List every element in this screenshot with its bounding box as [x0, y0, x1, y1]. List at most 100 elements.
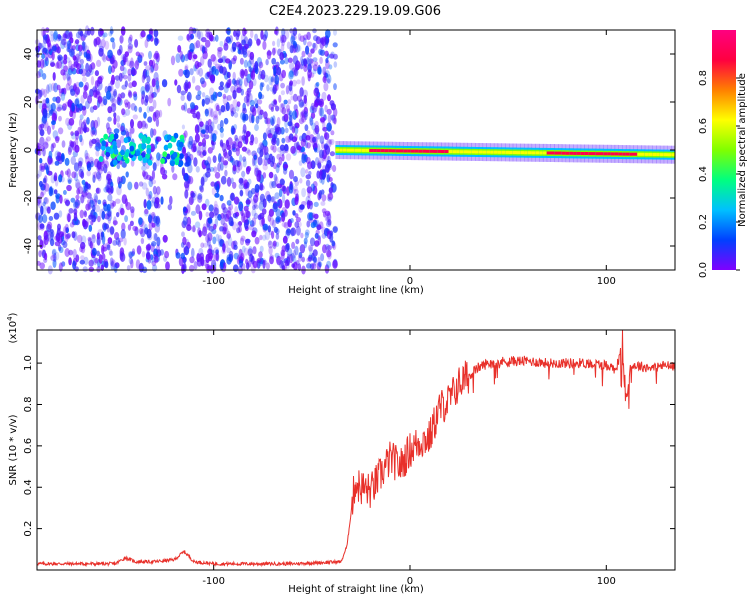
spectrogram-noise-cell [319, 116, 326, 123]
spectrogram-noise-cell [190, 108, 196, 115]
spectrogram-noise-cell [116, 115, 121, 123]
spectrogram-noise-cell [319, 135, 325, 144]
spectrogram-noise-cell [278, 188, 283, 198]
spectrogram-noise-cell [119, 64, 125, 72]
spectrogram-noise-cell [84, 149, 88, 160]
spectrogram-carrier-core [584, 152, 589, 155]
spectrogram-burst-cell [170, 160, 176, 167]
spectrogram-noise-cell [183, 130, 188, 138]
spectrogram-noise-cell [208, 252, 214, 259]
spectrogram-noise-cell [114, 262, 120, 269]
spectrogram-noise-cell [127, 224, 132, 231]
spectrogram-noise-cell [233, 30, 237, 37]
spectrogram-noise-cell [291, 79, 297, 87]
spectrogram-noise-cell [281, 153, 285, 162]
spectrogram-noise-cell [92, 174, 96, 183]
spectrogram-carrier-core [614, 152, 619, 156]
spectrogram-noise-cell [261, 216, 265, 227]
spectrogram-noise-cell [271, 118, 275, 127]
spectrogram-noise-cell [58, 246, 64, 253]
spectrogram-noise-cell [248, 66, 252, 73]
spectrogram-noise-cell [210, 181, 216, 187]
spectrogram-noise-cell [127, 91, 133, 98]
spectrogram-noise-cell [292, 210, 296, 216]
spectrogram-noise-cell [329, 233, 334, 243]
spectrogram-noise-cell [216, 104, 220, 112]
spectrogram-noise-cell [292, 93, 298, 102]
spectrogram-noise-cell [210, 54, 216, 62]
spectrogram-noise-cell [61, 140, 66, 148]
spectrogram-noise-cell [182, 146, 187, 154]
spectrogram-noise-cell [40, 27, 46, 37]
spectrogram-noise-cell [43, 197, 48, 204]
spectrogram-noise-cell [262, 223, 269, 231]
spectrogram-noise-cell [109, 26, 114, 36]
spectrogram-noise-cell [291, 263, 296, 268]
spectrogram-noise-cell [73, 201, 77, 212]
spectrogram-noise-cell [188, 26, 194, 36]
spectrogram-noise-cell [282, 185, 287, 193]
spectrogram-noise-cell [325, 57, 329, 64]
spectrogram-noise-cell [322, 120, 326, 131]
spectrogram-noise-cell [51, 249, 57, 259]
spectrogram-noise-cell [271, 155, 275, 165]
spectrogram-noise-cell [201, 138, 207, 147]
spectrogram-noise-cell [87, 236, 92, 242]
spectrogram-carrier-core [426, 149, 431, 153]
spectrogram-noise-cell [186, 34, 190, 41]
spectrogram-noise-cell [276, 255, 280, 264]
spectrogram-noise-cell [163, 255, 168, 262]
spectrogram-noise-cell [110, 260, 115, 271]
spectrogram-noise-cell [90, 26, 95, 36]
spectrogram-carrier-core [561, 151, 567, 155]
spectrogram-noise-cell [50, 60, 55, 67]
spectrogram-carrier-core [497, 150, 502, 154]
spectrogram-noise-cell [212, 236, 217, 245]
spectrogram-noise-cell [109, 225, 115, 236]
spectrogram-noise-cell [102, 54, 107, 63]
spectrogram-noise-cell [217, 123, 221, 130]
spectrogram-noise-cell [195, 85, 201, 91]
spectrogram-noise-cell [185, 156, 192, 167]
spectrogram-noise-cell [50, 201, 56, 210]
spectrogram-noise-cell [251, 208, 257, 217]
spectrogram-noise-cell [312, 68, 317, 75]
spectrogram-noise-cell [309, 237, 316, 247]
spectrogram-noise-cell [262, 259, 266, 269]
spectrogram-noise-cell [39, 163, 43, 171]
spectrogram-noise-cell [244, 209, 250, 218]
spectrogram-carrier-core [342, 148, 348, 152]
spectrogram-noise-cell [107, 216, 111, 224]
spectrogram-noise-cell [96, 59, 102, 67]
spectrogram-noise-cell [138, 264, 143, 271]
spectrogram-noise-cell [212, 56, 218, 65]
spectrogram-noise-cell [87, 95, 93, 104]
spectrogram-noise-cell [235, 29, 241, 38]
spectrogram-noise-cell [291, 241, 296, 249]
spectrogram-noise-cell [79, 134, 83, 143]
spectrogram-noise-cell [219, 120, 224, 129]
spectrogram-noise-cell [88, 266, 95, 272]
spectrogram-noise-cell [257, 156, 263, 166]
spectrogram-noise-cell [124, 51, 129, 57]
spectrogram-noise-cell [274, 74, 280, 85]
spectrogram-noise-cell [144, 208, 149, 215]
spectrogram-noise-cell [86, 162, 92, 172]
spectrogram-noise-cell [301, 111, 305, 117]
spectrogram-noise-cell [68, 257, 72, 266]
spectrogram-noise-cell [92, 85, 97, 93]
spectrogram-noise-cell [275, 241, 280, 247]
spectrogram-noise-cell [151, 256, 156, 263]
spectrogram-noise-cell [83, 210, 87, 218]
spectrogram-noise-cell [201, 203, 207, 211]
spectrogram-noise-cell [201, 92, 206, 98]
spectrogram-noise-cell [148, 178, 154, 188]
spectrogram-noise-cell [239, 57, 244, 65]
spectrogram-noise-cell [268, 171, 274, 179]
spectrogram-noise-cell [219, 156, 225, 163]
spectrogram-noise-cell [146, 174, 152, 181]
spectrogram-noise-cell [237, 141, 243, 149]
spectrogram-noise-cell [82, 266, 88, 273]
spectrogram-carrier-core [407, 149, 412, 153]
spectrogram-noise-cell [308, 246, 313, 255]
